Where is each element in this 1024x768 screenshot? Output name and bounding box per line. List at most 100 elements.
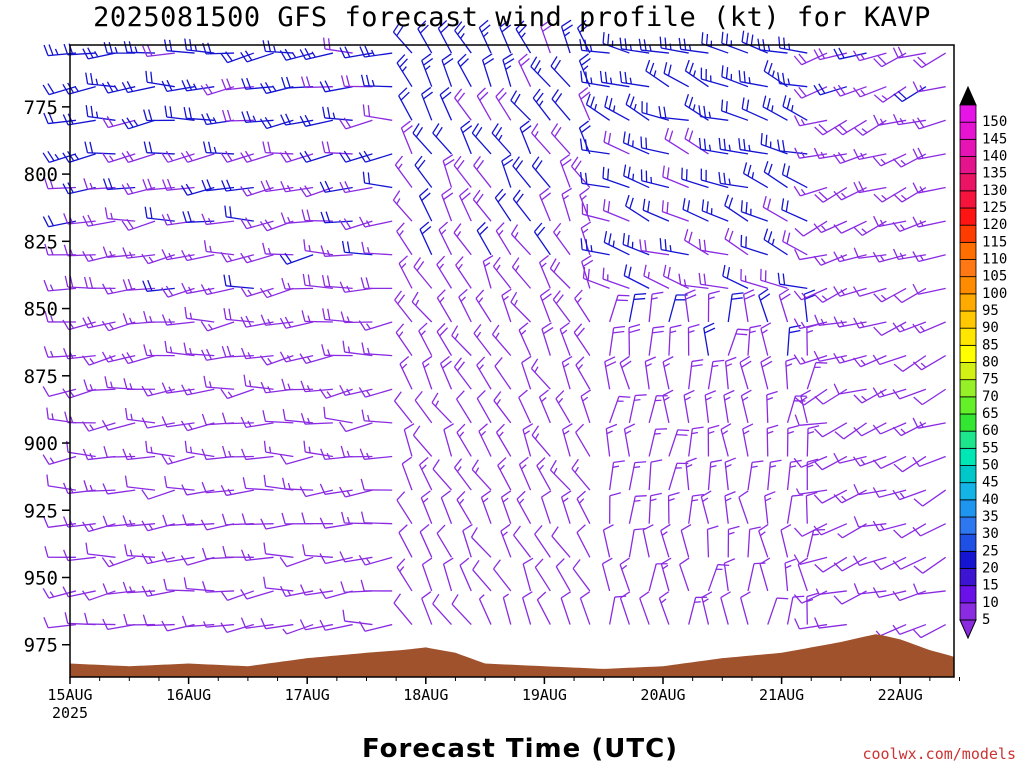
- wind-barb: [417, 20, 433, 54]
- wind-barbs: [42, 19, 947, 639]
- wind-barb: [241, 448, 274, 461]
- wind-barb: [683, 389, 695, 423]
- wind-barb: [63, 244, 96, 257]
- wind-barb: [660, 557, 672, 592]
- wind-barb: [142, 44, 175, 58]
- wind-barb: [892, 46, 927, 59]
- wind-barb: [578, 120, 591, 155]
- wind-barb: [145, 70, 175, 88]
- wind-barb: [668, 462, 689, 491]
- wind-barb: [679, 557, 690, 592]
- wind-barb: [200, 321, 235, 332]
- wind-barb: [144, 206, 175, 222]
- colorbar-label: 55: [982, 440, 999, 456]
- wind-barb: [259, 287, 294, 299]
- wind-barb: [299, 486, 334, 498]
- wind-barb: [518, 456, 532, 491]
- wind-barb: [793, 86, 828, 99]
- wind-barb: [707, 424, 720, 457]
- wind-barb: [912, 583, 946, 595]
- wind-barb: [476, 87, 492, 121]
- wind-barb: [555, 558, 571, 592]
- plot-frame: [69, 44, 955, 678]
- wind-barb: [786, 494, 804, 524]
- colorbar-cell: [959, 499, 977, 518]
- wind-barb: [432, 123, 452, 155]
- wind-barb: [418, 187, 433, 222]
- colorbar-label: 65: [982, 406, 999, 422]
- wind-barb: [220, 622, 255, 634]
- colorbar-label: 80: [982, 355, 999, 371]
- wind-barb: [319, 588, 353, 600]
- wind-barb: [398, 87, 413, 121]
- wind-barb: [873, 186, 907, 203]
- wind-barb: [279, 351, 314, 363]
- wind-barb: [161, 454, 195, 465]
- wind-barb: [892, 248, 927, 260]
- wind-barb: [494, 357, 512, 390]
- wind-barb: [203, 240, 235, 256]
- wind-barb: [282, 408, 314, 424]
- wind-barb: [396, 558, 413, 592]
- wind-barb: [892, 388, 927, 400]
- wind-barb: [893, 523, 927, 539]
- wind-barb: [102, 515, 136, 528]
- wind-barb: [648, 492, 662, 524]
- wind-barb: [608, 325, 626, 356]
- wind-barb: [145, 440, 175, 458]
- wind-barb: [436, 255, 453, 289]
- wind-barb: [512, 189, 532, 222]
- wind-barb: [432, 593, 452, 625]
- wind-barb: [512, 156, 532, 188]
- wind-barb: [624, 194, 650, 222]
- wind-barb: [758, 288, 771, 323]
- wind-barb: [82, 448, 116, 461]
- wind-barb: [747, 562, 766, 592]
- wind-barb: [683, 229, 709, 256]
- wind-barb: [604, 356, 617, 390]
- wind-barb: [579, 187, 591, 222]
- wind-barb: [833, 383, 867, 395]
- wind-barb: [42, 83, 77, 96]
- wind-barb: [319, 80, 353, 93]
- wind-barb: [786, 595, 805, 625]
- wind-barb: [419, 524, 433, 558]
- wind-barb: [560, 591, 571, 625]
- wind-barb: [203, 621, 235, 628]
- wind-barb: [658, 106, 689, 121]
- wind-barb: [559, 322, 571, 356]
- wind-barb: [83, 480, 116, 492]
- wind-barb: [240, 416, 274, 429]
- wind-barb: [340, 311, 373, 324]
- x-tick-label: 20AUG: [640, 686, 685, 704]
- wind-barb: [608, 492, 622, 524]
- wind-barb: [619, 71, 650, 88]
- wind-barb: [741, 30, 769, 54]
- wind-barb: [892, 489, 927, 501]
- wind-barb: [320, 245, 353, 257]
- wind-barb: [639, 239, 670, 256]
- wind-barb: [339, 117, 373, 130]
- year-label: 2025: [52, 704, 88, 722]
- wind-barb: [493, 559, 512, 592]
- wind-barb: [760, 132, 788, 155]
- colorbar-cell: [959, 190, 977, 209]
- wind-barb: [501, 288, 512, 323]
- wind-barb: [319, 553, 353, 565]
- wind-barb: [853, 388, 887, 404]
- wind-barb: [341, 511, 373, 525]
- wind-barb: [531, 425, 551, 457]
- colorbar-cell: [959, 430, 977, 449]
- pressure-axis: 775 800 825 850 875 900 925 950 975: [24, 97, 70, 657]
- wind-barb: [161, 150, 195, 163]
- wind-barb: [853, 247, 887, 259]
- wind-barb: [240, 589, 274, 600]
- wind-barb: [322, 106, 353, 121]
- wind-barb: [581, 254, 594, 289]
- wind-barb: [443, 423, 454, 457]
- wind-barb: [396, 54, 413, 88]
- wind-barb: [260, 617, 294, 630]
- wind-barb: [510, 224, 532, 256]
- wind-barb: [549, 459, 571, 491]
- wind-barb: [341, 240, 373, 256]
